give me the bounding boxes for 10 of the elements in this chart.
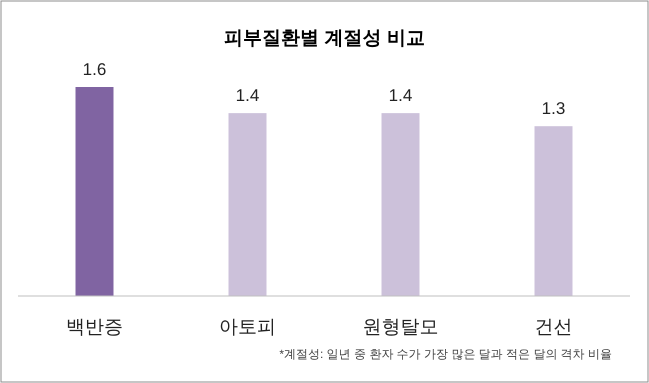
- x-tick-label: 백반증: [66, 317, 123, 338]
- chart-title: 피부질환별 계절성 비교: [224, 28, 425, 49]
- data-label: 1.4: [236, 86, 260, 106]
- x-tick-label: 건선: [534, 317, 572, 338]
- data-label: 1.3: [542, 99, 566, 118]
- data-label: 1.6: [82, 60, 106, 79]
- data-label: 1.4: [388, 86, 412, 106]
- x-tick-label: 원형탈모: [362, 317, 438, 338]
- text: *계절성: 일년 중 환자 수가 가장 많은 달과 적은 달의 격차 비율: [279, 347, 612, 361]
- x-tick-label: 아토피: [219, 317, 276, 338]
